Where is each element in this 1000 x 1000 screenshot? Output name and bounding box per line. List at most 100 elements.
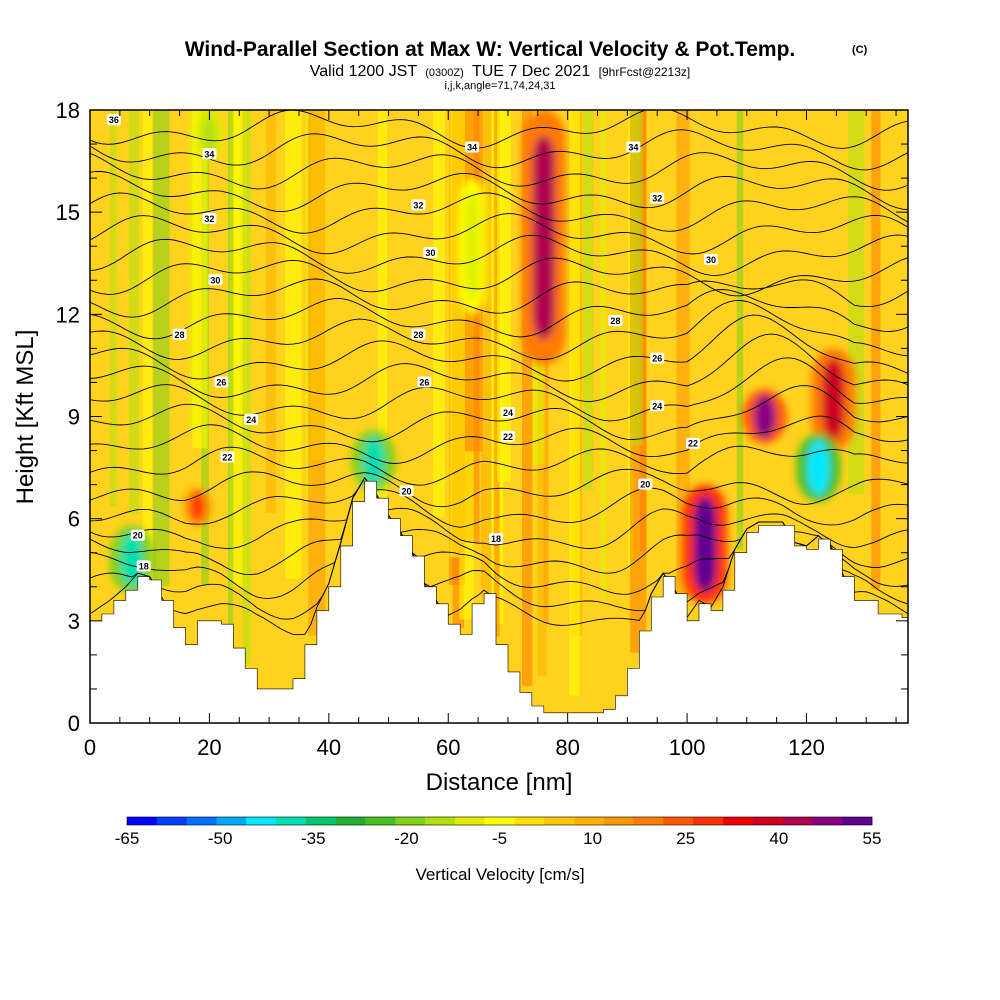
theta-contour-label: 32 <box>650 192 665 204</box>
theta-contour-line <box>90 278 908 318</box>
y-tick-label: 18 <box>56 98 80 123</box>
theta-contour-label: 28 <box>608 315 623 327</box>
velocity-band <box>109 110 117 507</box>
x-tick-label: 80 <box>555 735 579 760</box>
velocity-feature-core <box>807 440 830 495</box>
velocity-band <box>497 110 512 482</box>
valid-utc: (0300Z) <box>425 67 464 79</box>
velocity-feature-core <box>822 358 845 441</box>
valid-time-line: Valid 1200 JST (0300Z) TUE 7 Dec 2021 [9… <box>310 63 690 80</box>
colorbar-swatch <box>127 817 158 825</box>
svg-text:18: 18 <box>491 534 501 544</box>
x-tick-label: 100 <box>669 735 706 760</box>
velocity-band <box>481 110 492 597</box>
theta-contour-label: 22 <box>220 451 235 463</box>
colorbar-tick-label: -20 <box>394 829 419 848</box>
colorbar-swatch <box>633 817 664 825</box>
velocity-band <box>142 110 152 578</box>
theta-contour-label: 26 <box>214 376 229 388</box>
colorbar-label: Vertical Velocity [cm/s] <box>415 865 584 884</box>
theta-contour-line <box>90 476 908 576</box>
colorbar-tick-label: 25 <box>676 829 695 848</box>
colorbar-swatch <box>663 817 694 825</box>
svg-text:34: 34 <box>467 142 477 152</box>
theta-contour-label: 34 <box>202 148 217 160</box>
colorbar-swatch <box>574 817 605 825</box>
theta-contour-line <box>90 152 908 191</box>
colorbar-swatch <box>454 817 485 825</box>
valid-prefix: Valid 1200 JST <box>310 63 418 80</box>
svg-text:30: 30 <box>425 248 435 258</box>
theta-contour-label: 30 <box>208 274 223 286</box>
chart-title: Wind-Parallel Section at Max W: Vertical… <box>185 38 796 61</box>
colorbar-swatch <box>842 817 873 825</box>
velocity-features <box>109 110 856 604</box>
theta-contour-label: 20 <box>638 478 653 490</box>
velocity-band <box>192 110 208 449</box>
svg-text:26: 26 <box>419 377 429 387</box>
velocity-feature-core <box>532 135 555 340</box>
theta-contour-label: 24 <box>500 407 515 419</box>
velocity-band <box>227 110 234 638</box>
velocity-feature-core <box>753 394 776 439</box>
theta-contour-line <box>90 300 908 360</box>
theta-contour-label: 34 <box>626 141 641 153</box>
theta-contour-label: 28 <box>411 328 426 340</box>
y-tick-label: 3 <box>68 609 80 634</box>
svg-text:28: 28 <box>413 330 423 340</box>
colorbar-swatch <box>812 817 843 825</box>
svg-text:30: 30 <box>210 275 220 285</box>
theta-contour-label: 36 <box>106 114 121 126</box>
theta-contour-line <box>90 445 908 486</box>
theta-contour-line <box>90 192 908 234</box>
svg-text:34: 34 <box>628 142 638 152</box>
terrain-mask <box>90 480 908 723</box>
colorbar-swatch <box>544 817 575 825</box>
colorbar-swatch <box>365 817 396 825</box>
velocity-band <box>522 110 533 687</box>
svg-text:24: 24 <box>652 401 662 411</box>
svg-text:22: 22 <box>503 432 513 442</box>
x-axis-label: Distance [nm] <box>426 769 573 796</box>
velocity-feature-core <box>202 115 217 156</box>
svg-text:26: 26 <box>652 354 662 364</box>
colorbar-swatch <box>186 817 217 825</box>
velocity-band <box>377 110 388 501</box>
colorbar-swatch <box>156 817 187 825</box>
colorbar-swatch <box>216 817 247 825</box>
colorbar-swatch <box>693 817 724 825</box>
svg-text:20: 20 <box>133 531 143 541</box>
colorbar-swatch <box>782 817 813 825</box>
theta-contour-label: 18 <box>136 560 151 572</box>
colorbar-tick-labels: -65 -50 -35 -20 -5 10 25 40 55 <box>115 829 882 848</box>
colorbar <box>126 816 873 826</box>
x-tick-label: 0 <box>84 735 96 760</box>
colorbar-swatch <box>752 817 783 825</box>
velocity-feature-core <box>190 491 205 522</box>
theta-contour-line <box>90 385 908 443</box>
theta-contour-label: 22 <box>500 430 515 442</box>
forecast-label: [9hrFcst@2213z] <box>599 65 691 79</box>
theta-contour-label: 20 <box>130 529 145 541</box>
velocity-band <box>600 110 607 600</box>
svg-text:22: 22 <box>222 452 232 462</box>
theta-contour-label: 30 <box>703 253 718 265</box>
theta-contour-label: 26 <box>650 352 665 364</box>
velocity-band <box>449 110 460 558</box>
velocity-band <box>583 110 594 491</box>
velocity-band <box>308 110 326 636</box>
svg-text:28: 28 <box>175 330 185 340</box>
theta-contour-line <box>90 129 908 171</box>
svg-text:26: 26 <box>216 377 226 387</box>
x-axis-ticks: 0 20 40 60 80 100 120 <box>84 110 897 760</box>
svg-text:32: 32 <box>204 214 214 224</box>
theta-contour-label: 22 <box>686 437 701 449</box>
copyright-mark: (C) <box>852 44 868 56</box>
svg-text:28: 28 <box>610 316 620 326</box>
x-tick-label: 60 <box>436 735 460 760</box>
svg-text:20: 20 <box>640 480 650 490</box>
valid-date: TUE 7 Dec 2021 <box>472 63 590 80</box>
theta-contour-line <box>90 289 908 340</box>
colorbar-swatch <box>484 817 515 825</box>
